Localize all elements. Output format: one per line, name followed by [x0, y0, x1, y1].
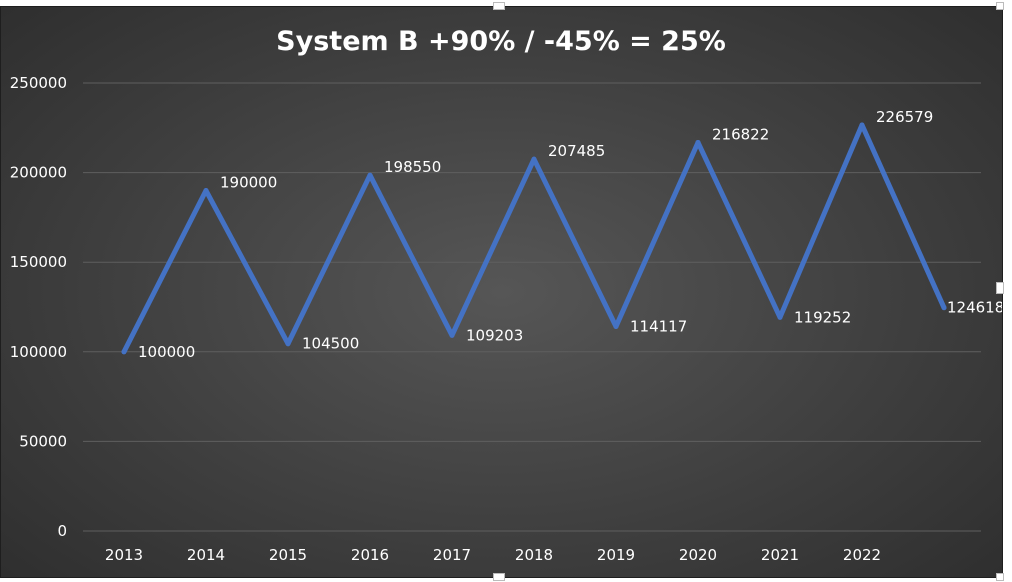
x-tick-label: 2016	[351, 546, 389, 564]
data-label: 100000	[138, 343, 195, 361]
x-tick-label: 2015	[269, 546, 307, 564]
selection-handle-top[interactable]	[493, 2, 505, 10]
data-point[interactable]	[941, 305, 947, 311]
y-axis: 0 50000 100000 150000 200000 250000	[10, 74, 67, 540]
data-label: 104500	[302, 335, 359, 353]
x-tick-label: 2018	[515, 546, 553, 564]
x-axis: 2013 2014 2015 2016 2017 2018 2019 2020 2021 2022	[105, 546, 881, 564]
chart-title: System B +90% / -45% = 25%	[276, 26, 726, 57]
data-point[interactable]	[367, 172, 373, 178]
data-point[interactable]	[285, 341, 291, 347]
selection-handle-right[interactable]	[996, 282, 1004, 294]
y-tick-label: 200000	[10, 164, 67, 182]
chart-area[interactable]: System B +90% / -45% = 25% 0 50000 100000 1…	[0, 6, 1005, 578]
data-label: 226579	[876, 108, 933, 126]
x-tick-label: 2013	[105, 546, 143, 564]
x-tick-label: 2020	[679, 546, 717, 564]
data-label: 124618	[947, 299, 1002, 317]
selection-handle-bottom-right[interactable]	[996, 573, 1004, 581]
y-tick-label: 50000	[19, 432, 67, 450]
x-tick-label: 2021	[761, 546, 799, 564]
data-label: 207485	[548, 142, 605, 160]
x-tick-label: 2014	[187, 546, 225, 564]
data-label: 109203	[466, 326, 523, 344]
line-chart: System B +90% / -45% = 25% 0500001000001…	[10, 26, 1005, 564]
gridlines	[83, 82, 981, 532]
x-tick-label: 2017	[433, 546, 471, 564]
data-label: 216822	[712, 125, 769, 143]
data-label: 190000	[220, 174, 277, 192]
data-point[interactable]	[203, 188, 209, 194]
data-point[interactable]	[531, 156, 537, 162]
data-point[interactable]	[449, 332, 455, 338]
selection-handle-top-right[interactable]	[996, 2, 1004, 10]
data-label: 198550	[384, 158, 441, 176]
data-labels: 100000 190000 104500 198550 109203 207485 1141…	[138, 108, 1004, 361]
series-layer	[121, 122, 947, 355]
data-point[interactable]	[777, 314, 783, 320]
y-tick-label: 150000	[10, 253, 67, 271]
data-point[interactable]	[613, 324, 619, 330]
data-point[interactable]	[859, 122, 865, 128]
x-tick-label: 2019	[597, 546, 635, 564]
data-label: 119252	[794, 308, 851, 326]
x-tick-label: 2022	[843, 546, 881, 564]
y-tick-label: 100000	[10, 343, 67, 361]
y-tick-label: 250000	[10, 74, 67, 92]
y-tick-label: 0	[57, 522, 67, 540]
data-point[interactable]	[121, 349, 127, 355]
data-label: 114117	[630, 318, 687, 336]
data-point[interactable]	[695, 139, 701, 145]
selection-handle-bottom[interactable]	[493, 573, 505, 581]
